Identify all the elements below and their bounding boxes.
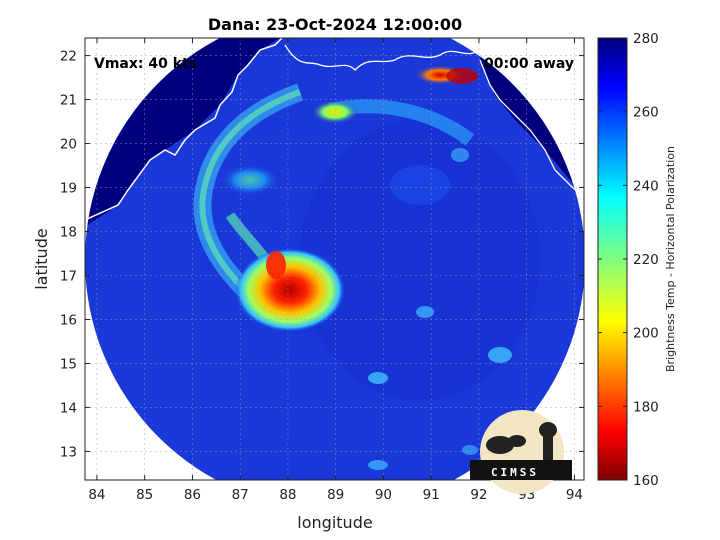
x-tick-label: 85 [136,487,153,503]
colorbar-tick-label: 240 [633,178,659,194]
colorbar-tick-label: 260 [633,105,659,121]
x-tick-label: 94 [566,487,583,503]
y-axis-ticks: 13 14 15 16 17 18 19 20 21 22 [60,49,584,460]
x-tick-label: 88 [279,487,296,503]
x-tick-label: 91 [423,487,440,503]
y-tick-label: 15 [60,356,77,372]
y-tick-label: 21 [60,93,77,109]
x-tick-label: 92 [470,487,487,503]
y-axis-label: latitude [32,228,51,289]
colorbar-tick-label: 220 [633,252,659,268]
y-tick-label: 20 [60,137,77,153]
x-tick-label: 87 [232,487,249,503]
logo-text: CIMSS [491,466,539,479]
colorbar-ticks: 160 180 200 220 240 260 280 [598,31,659,489]
x-tick-label: 84 [88,487,105,503]
y-tick-label: 22 [60,49,77,65]
cimss-logo: CIMSS [470,410,572,494]
y-tick-label: 19 [60,181,77,197]
colorbar [597,37,628,481]
x-axis-ticks: 84 85 86 87 88 89 90 91 92 93 94 [88,38,583,503]
coastline-north [284,44,481,71]
y-tick-label: 17 [60,268,77,284]
water-tower-icon [543,430,553,460]
x-axis-label: longitude [297,513,372,532]
x-tick-label: 86 [184,487,201,503]
y-tick-label: 16 [60,312,77,328]
satellite-dish-icon [486,436,514,454]
y-tick-label: 13 [60,444,77,460]
colorbar-tick-label: 160 [633,473,659,489]
convective-core [235,248,345,332]
coastline-east [479,59,584,199]
chart-title: Dana: 23-Oct-2024 12:00:00 [208,15,462,34]
colorbar-tick-label: 180 [633,399,659,415]
axes-frame [84,37,585,481]
y-tick-label: 18 [60,225,77,241]
x-tick-label: 89 [327,487,344,503]
colorbar-tick-label: 200 [633,326,659,342]
time-away-label: 00:00 away [484,56,574,72]
y-tick-label: 14 [60,400,77,416]
x-tick-label: 90 [375,487,392,503]
vmax-label: Vmax: 40 kts [94,56,197,72]
coastline-west [85,38,283,221]
colorbar-label: Brightness Temp - Horizontal Polarizatio… [664,146,677,372]
colorbar-tick-label: 280 [633,31,659,47]
